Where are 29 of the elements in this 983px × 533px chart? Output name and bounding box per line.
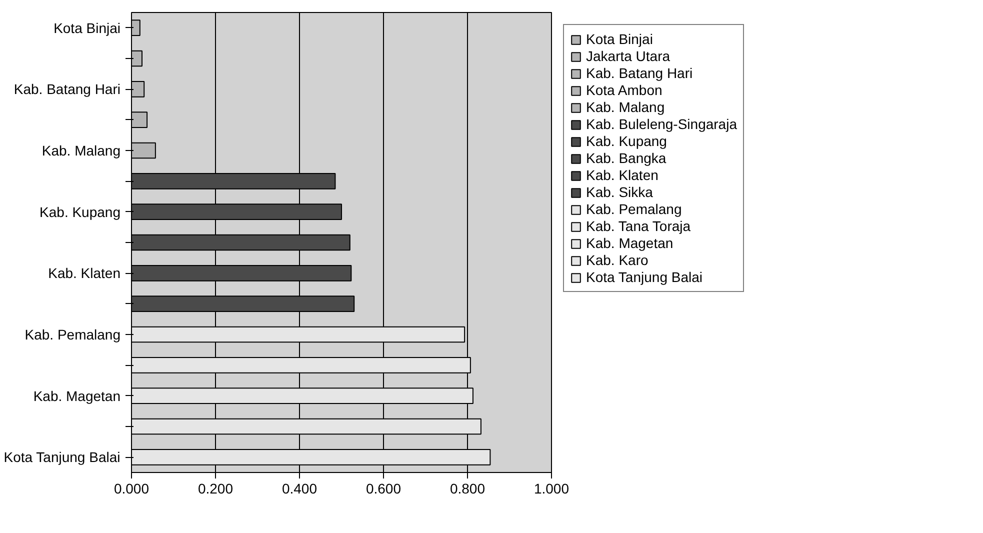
legend-label: Kab. Malang [586,99,665,115]
legend-label: Kab. Bangka [586,150,666,166]
y-tick-label: Kab. Magetan [33,388,120,404]
legend-label: Kab. Sikka [586,184,653,200]
x-tick-label: 0.400 [282,480,318,496]
y-tick-label: Kab. Malang [42,142,121,158]
legend-label: Kab. Pemalang [586,201,682,217]
legend-label: Kab. Kupang [586,133,667,149]
y-tick-label: Kab. Pemalang [24,326,121,342]
y-tick-label: Kota Tanjung Balai [4,449,120,466]
y-tick-label: Kab. Klaten [48,265,121,282]
legend-label: Jakarta Utara [586,48,670,64]
legend-label: Kota Ambon [586,82,662,98]
x-tick-label: 1.000 [534,480,570,496]
legend-label: Kab. Klaten [586,167,658,183]
x-tick-label: 0.800 [450,480,486,496]
x-tick-label: 0.200 [198,480,234,496]
legend-label: Kab. Karo [586,252,648,268]
legend-label: Kota Binjai [586,31,653,47]
legend-label: Kota Tanjung Balai [586,269,702,285]
legend-label: Kab. Tana Toraja [586,218,691,234]
x-tick-label: 0.600 [366,480,402,496]
legend-label: Kab. Magetan [586,235,674,251]
legend-label: Kab. Batang Hari [586,65,693,81]
x-tick-label: 0.000 [114,480,150,496]
y-tick-label: Kab. Kupang [40,204,121,220]
y-tick-label: Kota Binjai [54,20,121,36]
legend-label: Kab. Buleleng-Singaraja [586,116,737,132]
y-tick-label: Kab. Batang Hari [14,81,121,98]
